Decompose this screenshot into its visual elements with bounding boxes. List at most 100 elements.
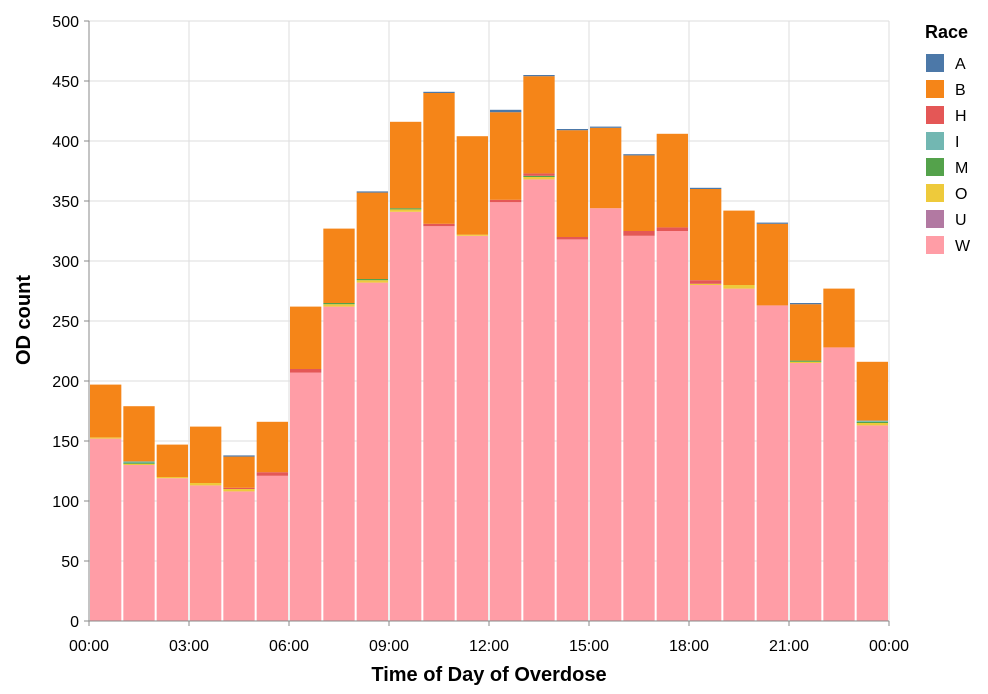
bar-segment-b xyxy=(690,189,722,281)
bar-segment-o xyxy=(123,463,155,465)
bar-segment-b xyxy=(523,76,555,174)
x-tick-label: 00:00 xyxy=(69,638,109,655)
legend-label-h: H xyxy=(955,108,967,125)
bars xyxy=(90,75,888,622)
bar-segment-o xyxy=(523,177,555,180)
bar-segment-b xyxy=(790,304,822,361)
bar-segment-w xyxy=(756,305,788,621)
bar-segment-m xyxy=(523,175,555,177)
bar-segment-o xyxy=(156,477,188,479)
bar-segment-a xyxy=(590,126,622,128)
legend-label-m: M xyxy=(955,160,968,177)
bar-segment-w xyxy=(523,179,555,621)
bar-segment-m xyxy=(323,303,355,305)
bar-segment-w xyxy=(456,235,488,622)
bar-segment-b xyxy=(356,192,388,279)
bar-segment-w xyxy=(690,285,722,621)
bar-segment-m xyxy=(123,462,155,464)
legend-label-i: I xyxy=(955,134,959,151)
legend-title: Race xyxy=(925,22,968,42)
y-tick-label: 50 xyxy=(61,554,79,571)
bar-segment-w xyxy=(590,208,622,621)
bar-segment-o xyxy=(723,285,755,289)
legend-swatch-m xyxy=(926,158,944,176)
legend-label-b: B xyxy=(955,82,966,99)
bar-segment-m xyxy=(390,208,422,210)
bar-segment-a xyxy=(423,91,455,93)
bar-segment-w xyxy=(623,235,655,622)
bar-segment-b xyxy=(90,384,122,438)
bar-segment-h xyxy=(623,231,655,236)
y-tick-label: 300 xyxy=(52,254,79,271)
bar-segment-i xyxy=(123,461,155,463)
bar-segment-h xyxy=(523,173,555,176)
bar-segment-h xyxy=(490,199,522,203)
x-tick-label: 00:00 xyxy=(869,638,909,655)
x-tick-label: 18:00 xyxy=(669,638,709,655)
bar-segment-b xyxy=(590,127,622,209)
legend-swatch-b xyxy=(926,80,944,98)
bar-segment-h xyxy=(690,280,722,284)
bar-segment-o xyxy=(390,209,422,212)
bar-segment-o xyxy=(323,304,355,307)
legend-label-w: W xyxy=(955,238,971,255)
bar-segment-h xyxy=(290,369,322,373)
bar-segment-b xyxy=(290,306,322,369)
x-tick-label: 15:00 xyxy=(569,638,609,655)
bar-segment-a xyxy=(356,191,388,193)
bar-segment-w xyxy=(490,202,522,621)
bar-segment-w xyxy=(256,475,288,621)
bar-segment-m xyxy=(790,360,822,362)
legend-swatch-w xyxy=(926,236,944,254)
bar-segment-b xyxy=(490,112,522,200)
bar-segment-o xyxy=(190,483,222,486)
bar-segment-b xyxy=(190,426,222,483)
bar-segment-b xyxy=(756,223,788,306)
y-tick-label: 400 xyxy=(52,134,79,151)
bar-segment-b xyxy=(556,130,588,237)
bar-segment-w xyxy=(123,465,155,621)
axes: 0 50 100 150 200 250 300 350 400 450 500 00:00 03:00… xyxy=(52,14,909,655)
bar-segment-a xyxy=(756,222,788,224)
y-tick-label: 0 xyxy=(70,614,79,631)
bar-segment-h xyxy=(656,227,688,231)
bar-segment-b xyxy=(823,288,855,348)
legend-swatch-u xyxy=(926,210,944,228)
bar-segment-m xyxy=(356,279,388,281)
legend-swatch-h xyxy=(926,106,944,124)
bar-segment-w xyxy=(556,239,588,621)
y-tick-label: 450 xyxy=(52,74,79,91)
legend-swatch-i xyxy=(926,132,944,150)
bar-segment-a xyxy=(490,109,522,113)
y-tick-label: 250 xyxy=(52,314,79,331)
bar-segment-b xyxy=(423,93,455,224)
y-tick-label: 350 xyxy=(52,194,79,211)
bar-segment-o xyxy=(223,489,255,492)
x-tick-label: 06:00 xyxy=(269,638,309,655)
y-tick-label: 500 xyxy=(52,14,79,31)
y-axis-title: OD count xyxy=(13,275,35,365)
bar-segment-w xyxy=(190,485,222,621)
bar-segment-o xyxy=(356,280,388,283)
bar-segment-w xyxy=(723,288,755,621)
legend-swatch-a xyxy=(926,54,944,72)
bar-segment-b xyxy=(456,136,488,235)
bar-segment-b xyxy=(390,121,422,209)
bar-segment-w xyxy=(390,211,422,622)
bar-segment-a xyxy=(690,187,722,189)
bar-segment-b xyxy=(656,133,688,228)
bar-segment-w xyxy=(223,491,255,621)
bar-segment-a xyxy=(523,75,555,77)
x-tick-label: 09:00 xyxy=(369,638,409,655)
legend-label-a: A xyxy=(955,56,966,73)
bar-segment-o xyxy=(456,234,488,236)
bar-segment-o xyxy=(790,361,822,363)
bar-segment-a xyxy=(556,129,588,131)
bar-segment-w xyxy=(656,231,688,621)
y-tick-label: 100 xyxy=(52,494,79,511)
x-axis-title: Time of Day of Overdose xyxy=(371,664,606,686)
bar-segment-m xyxy=(856,421,888,423)
bar-segment-h xyxy=(256,472,288,476)
bar-segment-o xyxy=(856,423,888,426)
